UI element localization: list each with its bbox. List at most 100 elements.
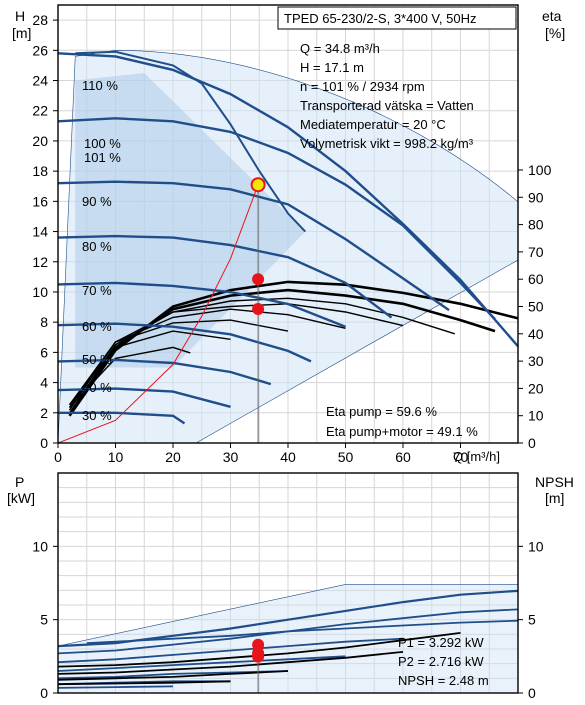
speed-curve-70 [58,281,346,328]
h-tick-label: 22 [32,103,48,119]
npsh-axis-ticks: 0 5 10 [518,538,544,701]
q-axis-title: Q [m³/h] [453,449,500,464]
p-tick-label: 5 [40,612,48,628]
h-tick-label: 26 [32,42,48,58]
speed-curve-101 [58,117,496,321]
bottom-plot-frame [57,472,519,694]
model-title-box [277,6,517,30]
operating-range-region [58,50,518,443]
eta-tick-label: 20 [528,380,544,396]
power-curve [58,670,289,680]
p-tick-label: 0 [40,685,48,701]
info-line: Mediatemperatur = 20 °C [300,117,446,132]
info-line: Volymetrisk vikt = 998.2 kg/m³ [300,136,474,151]
power-curve [86,619,518,644]
speed-curve-50 [58,358,272,386]
npsh-curve [58,670,289,681]
h-tick-label: 16 [32,193,48,209]
p-axis-title: P [15,474,24,490]
eta-tick-label: 60 [528,271,544,287]
h-tick-label: 12 [32,254,48,270]
eta-tick-label: 50 [528,299,544,315]
npsh-curve [58,680,231,686]
efficiency-curve [68,330,231,406]
p1-label: P1 = 3.292 kW [398,635,484,650]
npsh-tick-label: 0 [528,685,536,701]
q-tick-label: 20 [165,449,181,465]
speed-label: 80 % [82,239,112,254]
q-tick-label: 60 [395,449,411,465]
h-tick-label: 10 [32,284,48,300]
q-tick-label: 10 [108,449,124,465]
efficiency-curve [68,319,289,406]
eta-tick-label: 30 [528,353,544,369]
eta-tick-label: 100 [528,162,552,178]
q-axis-ticks: 0 10 20 30 40 50 60 70 [54,443,468,465]
speed-label: 110 % [82,78,118,93]
h-tick-label: 24 [32,73,48,89]
efficiency-curves [68,280,518,417]
h-tick-label: 8 [40,314,48,330]
power-curve [58,655,346,672]
h-tick-label: 4 [40,375,48,391]
npsh-tick-label: 5 [528,612,536,628]
speed-label: 101 % [84,150,121,165]
power-curve [58,685,174,689]
speed-label: 60 % [82,319,112,334]
efficiency-marker [252,273,265,286]
eta-total-label: Eta pump+motor = 49.1 % [326,424,478,439]
q-tick-label: 50 [338,449,354,465]
h-axis-title: H [15,8,25,24]
eta-tick-label: 90 [528,189,544,205]
p-tick-label: 10 [32,538,48,554]
h-tick-label: 2 [40,405,48,421]
speed-curve-40 [58,387,231,408]
npsh-axis-unit: [m] [545,490,564,506]
bottom-gridlines [57,473,518,693]
operating-point-marker [250,177,266,193]
speed-curve-30 [58,411,186,425]
h-tick-label: 6 [40,344,48,360]
h-axis-unit: [m] [12,25,31,41]
speed-curves [58,52,518,443]
power-marker [252,650,265,663]
max-curve [75,50,307,233]
operating-info: Q = 34.8 m³/h H = 17.1 m n = 101 % / 2934 … [300,41,474,151]
power-npsh-curves [58,589,518,689]
q-tick-label: 30 [223,449,239,465]
preferred-region [75,72,306,368]
q-tick-label: 70 [453,449,469,465]
info-line: n = 101 % / 2934 rpm [300,79,425,94]
eta-axis-ticks: 0 10 20 30 40 50 60 70 80 90 100 [518,162,552,451]
operating-markers [250,177,266,443]
speed-curve-110 [58,52,518,348]
npsh-axis-title: NPSH [535,474,574,490]
efficiency-marker [252,302,265,315]
p2-label: P2 = 2.716 kW [398,654,484,669]
system-curve [58,184,259,443]
speed-labels: 110 % 100 %101 % 90 % 80 % 70 % 60 % 50 % 40 % 3… [82,78,121,423]
q-tick-label: 0 [54,449,62,465]
speed-label: 90 % [82,194,112,209]
power-curve [58,637,404,664]
h-tick-label: 0 [40,435,48,451]
h-tick-label: 18 [32,163,48,179]
speed-curve-80 [58,234,393,319]
info-line: Transporterad vätska = Vatten [300,98,474,113]
eta-tick-label: 0 [528,435,536,451]
eta-tick-label: 40 [528,326,544,342]
speed-curve-60 [58,322,312,363]
eta-tick-label: 70 [528,244,544,260]
speed-label: 100 % [84,136,121,151]
model-title: TPED 65-230/2-S, 3*400 V, 50Hz [284,11,476,26]
efficiency-curve [68,288,496,417]
power-operating-markers [252,638,265,693]
eta-axis-unit: [%] [545,25,565,41]
h-tick-label: 28 [32,12,48,28]
speed-curve-90 [58,180,450,312]
h-tick-label: 14 [32,224,48,240]
p-axis-ticks: 0 5 10 [32,538,58,701]
q-tick-label: 40 [280,449,296,465]
